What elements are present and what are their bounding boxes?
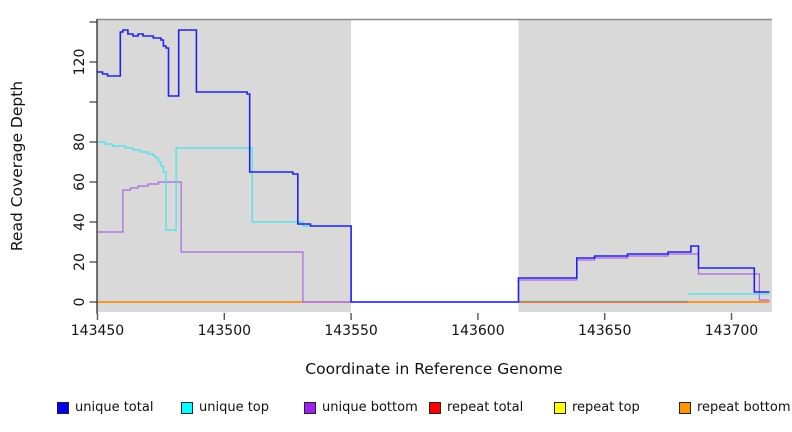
x-tick-label: 143700 [704, 323, 759, 339]
y-tick-label: 0 [72, 297, 88, 307]
x-tick-label: 143500 [197, 323, 252, 339]
x-tick-label: 143550 [324, 323, 378, 339]
series-unique-total [97, 29, 770, 303]
series-unique-top [97, 141, 519, 303]
x-tick-label: 143650 [577, 323, 632, 339]
shaded-region [97, 20, 352, 312]
y-axis-title: Read Coverage Depth [8, 80, 26, 252]
y-tick-label: 20 [72, 253, 88, 271]
y-tick-label: 60 [72, 173, 88, 191]
y-tick-label: 80 [72, 133, 88, 151]
x-tick-label: 143600 [451, 323, 505, 339]
y-tick-label: 120 [72, 48, 88, 76]
x-tick-label: 143450 [70, 323, 125, 339]
y-tick-label: 40 [72, 213, 88, 231]
x-axis-title: Coordinate in Reference Genome [305, 360, 563, 378]
shaded-region [518, 20, 772, 312]
